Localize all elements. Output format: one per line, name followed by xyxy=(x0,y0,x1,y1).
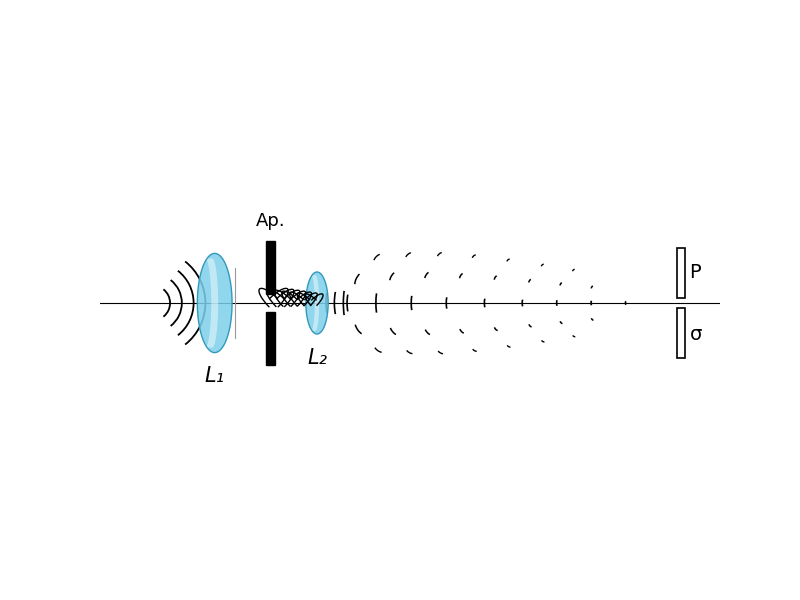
Text: L₁: L₁ xyxy=(205,366,225,386)
Text: L₂: L₂ xyxy=(307,347,327,368)
Polygon shape xyxy=(311,275,319,331)
Bar xyxy=(266,312,274,365)
Text: σ: σ xyxy=(690,325,702,343)
Bar xyxy=(266,241,274,293)
Polygon shape xyxy=(306,272,328,334)
Bar xyxy=(677,248,685,298)
Polygon shape xyxy=(205,259,218,347)
Text: Ap.: Ap. xyxy=(256,212,286,230)
Polygon shape xyxy=(198,253,232,353)
Text: P: P xyxy=(690,263,702,281)
Bar xyxy=(677,308,685,358)
